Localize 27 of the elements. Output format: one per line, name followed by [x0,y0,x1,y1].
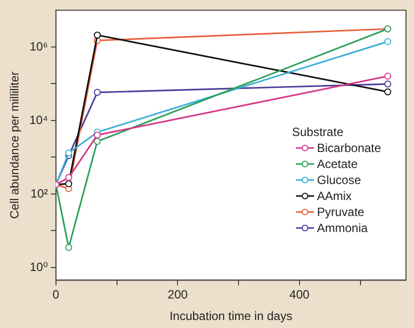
legend-title: Substrate [292,124,344,140]
y-tick-label: 10² [30,186,48,200]
point [384,88,392,96]
legend-label: Bicarbonate [317,140,382,156]
point [94,88,101,96]
point [384,38,392,46]
x-axis-title: Incubation time in days [170,309,292,324]
y-tick-label: 10⁶ [30,39,48,54]
point [65,150,72,157]
x-tick-label: 200 [168,288,188,302]
legend-label: Ammonia [317,220,368,236]
legend-label: Acetate [317,156,358,172]
point [65,180,72,188]
point [94,132,101,139]
legend-label: Pyruvate [317,204,364,220]
y-axis-title: Cell abundance per milliliter [8,71,22,219]
point [65,174,72,182]
point [65,244,72,251]
legend-label: Glucose [317,172,362,188]
x-tick-label: 0 [52,288,60,302]
point [94,32,101,39]
point [384,72,392,80]
y-tick-label: 10⁴ [29,112,48,127]
legend-label: AAmix [317,188,352,204]
point [384,80,392,88]
y-tick-label: 10⁰ [30,260,48,274]
x-tick-label: 400 [289,288,310,302]
